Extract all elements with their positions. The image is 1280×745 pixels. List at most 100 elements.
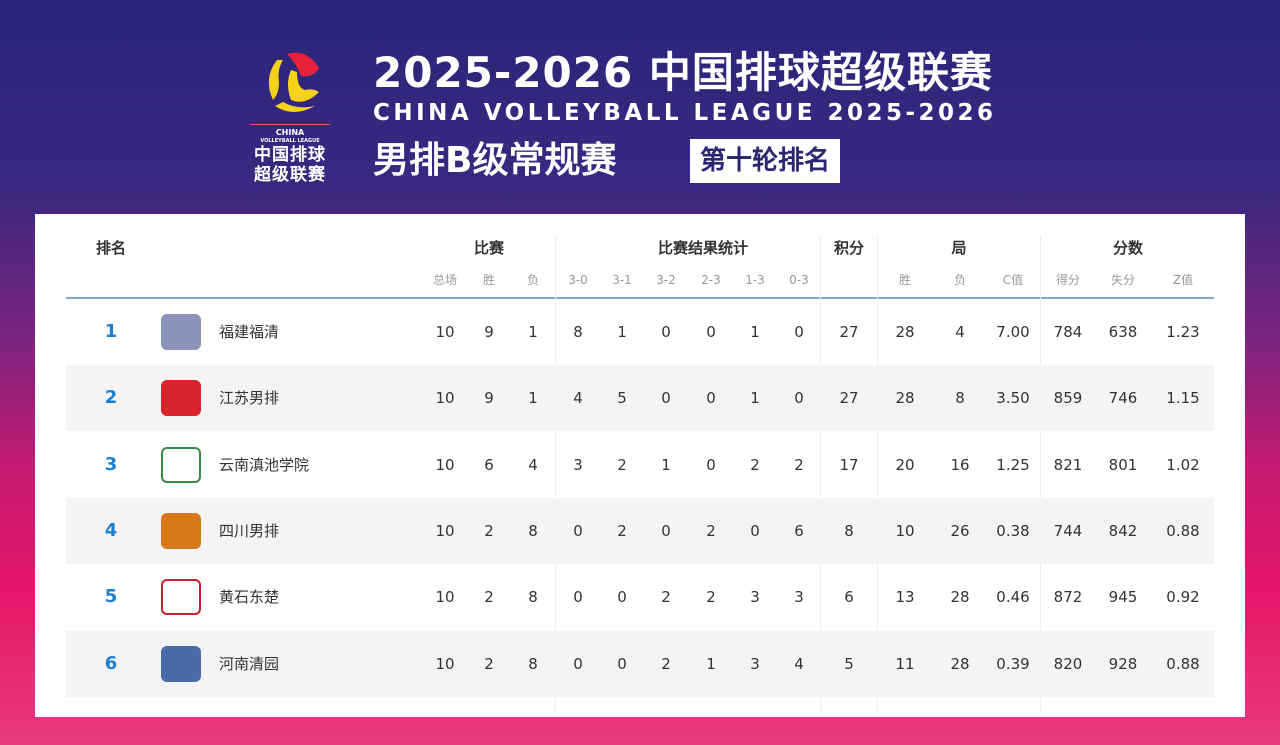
stat-cell: 0.38: [996, 521, 1030, 540]
stat-cell: 9: [484, 389, 494, 408]
subheader: 胜: [898, 273, 912, 287]
stat-cell: 4: [573, 389, 583, 408]
stat-cell: 0.88: [1166, 521, 1200, 540]
stat-cell: 9: [484, 323, 494, 341]
stat-cell: 3: [794, 588, 804, 607]
stat-cell: 0: [706, 389, 716, 408]
stat-cell: 6: [844, 588, 854, 607]
page-title: 2025-2026 中国排球超级联赛: [373, 48, 993, 97]
stat-cell: 6: [794, 521, 804, 540]
stat-cell: 10: [435, 588, 455, 607]
team-name: 黄石东楚: [219, 588, 280, 607]
subheader: 0-3: [789, 273, 809, 287]
column-divider: [555, 236, 556, 711]
stat-cell: 2: [706, 588, 716, 607]
stat-cell: 1.15: [1166, 389, 1200, 408]
subheader: 总场: [432, 273, 458, 287]
stat-cell: 0: [573, 588, 583, 607]
subheader: 负: [953, 273, 967, 287]
stat-cell: 2: [484, 588, 494, 607]
stat-cell: 4: [528, 455, 538, 474]
stat-cell: 8: [528, 654, 538, 673]
table-row: 2 江苏男排 10 9 1 4 5 0 0 1 0 27 28 8 3.50 859 746 1.15: [66, 365, 1214, 432]
header-divider: [66, 297, 1214, 299]
logo-text-en2: VOLLEYBALL LEAGUE: [260, 138, 320, 144]
stat-cell: 1.25: [996, 455, 1030, 474]
stat-cell: 1.02: [1166, 455, 1200, 474]
stat-cell: 638: [1108, 323, 1138, 341]
table-row: 3 云南滇池学院 10 6 4 3 2 1 0 2 2 17 20 16 1.25 821 801 1.02: [66, 432, 1214, 498]
standings-table: 排名 比赛 比赛结果统计 积分 局 分数 总场 胜 负 3-0 3-1 3-2 2-3 1-3 0-3 胜 负 C…: [35, 214, 1245, 717]
team-name: 江苏男排: [219, 389, 280, 408]
stat-cell: 3: [750, 588, 760, 607]
stat-cell: 1.23: [1166, 323, 1200, 341]
stat-cell: 746: [1108, 389, 1138, 408]
stat-cell: 10: [435, 323, 455, 341]
stat-cell: 821: [1053, 455, 1083, 474]
stat-cell: 0: [750, 521, 760, 540]
stat-cell: 10: [435, 455, 455, 474]
stat-cell: 8: [528, 521, 538, 540]
stat-cell: 0.92: [1166, 588, 1200, 607]
stat-cell: 8: [844, 521, 854, 540]
table-row: 6 河南清园 10 2 8 0 0 2 1 3 4 5 11 28 0.39 820 928 0.88: [66, 630, 1214, 697]
stat-cell: 820: [1053, 654, 1083, 673]
stat-cell: 13: [895, 588, 915, 607]
round-badge: 第十轮排名: [690, 139, 841, 183]
group-header-sets: 局: [951, 239, 967, 257]
stat-cell: 2: [750, 455, 760, 474]
stat-cell: 859: [1053, 389, 1083, 408]
stat-cell: 5: [844, 654, 854, 673]
stat-cell: 27: [839, 389, 859, 408]
stat-cell: 6: [484, 455, 494, 474]
stat-cell: 10: [435, 521, 455, 540]
subheader: 胜: [482, 273, 496, 287]
subheader: 失分: [1110, 273, 1136, 287]
stat-cell: 1: [706, 654, 716, 673]
henan-shield-logo-icon: [161, 645, 201, 682]
rank-cell: 1: [104, 321, 118, 342]
logo-text-cn2: 超级联赛: [254, 165, 326, 185]
stat-cell: 2: [661, 588, 671, 607]
subheader: C值: [1002, 273, 1024, 287]
team-name: 福建福清: [219, 323, 280, 341]
subheader: 1-3: [745, 273, 765, 287]
stat-cell: 0.39: [996, 654, 1030, 673]
team-name: 云南滇池学院: [219, 455, 310, 474]
stat-cell: 28: [895, 323, 915, 341]
subheader: 负: [526, 273, 540, 287]
stat-cell: 0.46: [996, 588, 1030, 607]
stat-cell: 3.50: [996, 389, 1030, 408]
stat-cell: 20: [895, 455, 915, 474]
stat-cell: 2: [484, 521, 494, 540]
league-logo: CHINA VOLLEYBALL LEAGUE 中国排球 超级联赛: [250, 48, 330, 185]
stat-cell: 801: [1108, 455, 1138, 474]
stat-cell: 26: [950, 521, 970, 540]
subheader: 得分: [1055, 273, 1081, 287]
stat-cell: 945: [1108, 588, 1138, 607]
stat-cell: 2: [794, 455, 804, 474]
stat-cell: 8: [528, 588, 538, 607]
stat-cell: 0.88: [1166, 654, 1200, 673]
stat-cell: 28: [895, 389, 915, 408]
group-header-scores: 分数: [1112, 239, 1144, 257]
stat-cell: 744: [1053, 521, 1083, 540]
stat-cell: 0: [573, 654, 583, 673]
page-subtitle: CHINA VOLLEYBALL LEAGUE 2025-2026: [373, 100, 997, 126]
subheader: Z值: [1172, 273, 1194, 287]
jiangsu-shield-logo-icon: [161, 380, 201, 417]
stat-cell: 1: [617, 323, 627, 341]
team-name: 河南清园: [219, 654, 280, 673]
stat-cell: 2: [706, 521, 716, 540]
stat-cell: 842: [1108, 521, 1138, 540]
stat-cell: 0: [794, 389, 804, 408]
rank-cell: 4: [104, 519, 118, 541]
stat-cell: 5: [617, 389, 627, 408]
stat-cell: 10: [895, 521, 915, 540]
stat-cell: 11: [895, 654, 915, 673]
stat-cell: 16: [950, 455, 970, 474]
stat-cell: 4: [955, 323, 965, 341]
stat-cell: 17: [839, 455, 859, 474]
dongchu-logo-icon: [161, 579, 201, 616]
stat-cell: 8: [955, 389, 965, 408]
